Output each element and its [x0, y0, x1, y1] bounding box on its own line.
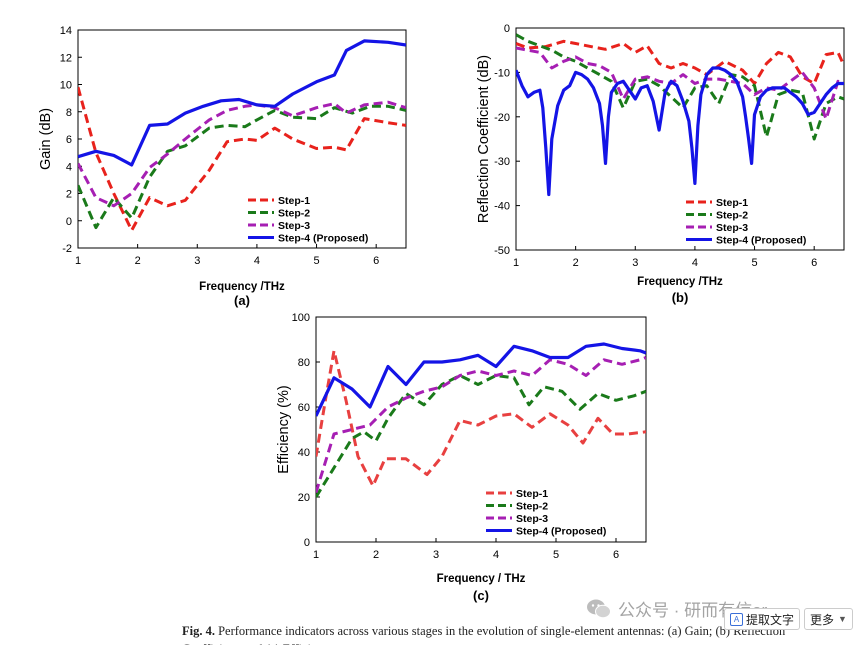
- y-tick-label: 12: [60, 52, 72, 64]
- panel-label: (a): [234, 293, 250, 308]
- legend-label-1: Step-1: [716, 197, 748, 209]
- series-line-3: [516, 46, 844, 121]
- x-tick-label: 3: [433, 549, 439, 561]
- x-tick-label: 5: [313, 255, 319, 267]
- y-axis-label: Reflection Coefficient (dB): [476, 55, 492, 223]
- x-axis-label: Frequency /THz: [199, 281, 285, 293]
- legend-label-3: Step-3: [516, 513, 548, 525]
- series-line-1: [316, 349, 646, 488]
- y-tick-label: -20: [494, 112, 510, 124]
- y-tick-label: 80: [298, 357, 310, 369]
- caption-text: Performance indicators across various st…: [182, 624, 786, 645]
- more-button[interactable]: 更多 ▼: [804, 608, 853, 630]
- caption-label: Fig. 4.: [182, 624, 215, 638]
- x-tick-label: 6: [613, 549, 619, 561]
- y-tick-label: -2: [62, 243, 72, 255]
- series-line-1: [516, 39, 844, 85]
- y-tick-label: 100: [292, 312, 310, 324]
- chevron-down-icon: ▼: [838, 614, 847, 624]
- y-tick-label: -40: [494, 201, 510, 213]
- x-tick-label: 6: [811, 257, 817, 269]
- x-tick-label: 1: [313, 549, 319, 561]
- legend-label-2: Step-2: [278, 208, 310, 220]
- x-tick-label: 3: [194, 255, 200, 267]
- legend-label-4: Step-4 (Proposed): [716, 235, 806, 247]
- x-tick-label: 2: [573, 257, 579, 269]
- y-tick-label: 40: [298, 447, 310, 459]
- series-line-2: [516, 33, 844, 141]
- y-tick-label: -10: [494, 67, 510, 79]
- plot-frame: [515, 27, 845, 251]
- chart-c: 0 20 40 60 80 100 1 2 3 4 5 6 Step-1Step-2Step-3Step…: [276, 312, 647, 603]
- series-line-4: [516, 66, 844, 197]
- x-tick-label: 1: [75, 255, 81, 267]
- series-line-2: [316, 374, 646, 498]
- y-tick-label: 60: [298, 402, 310, 414]
- image-toolbar: A 提取文字 更多 ▼: [724, 608, 853, 630]
- x-tick-label: 5: [751, 257, 757, 269]
- legend-label-4: Step-4 (Proposed): [516, 526, 606, 538]
- series-line-4: [316, 342, 646, 417]
- y-tick-label: 4: [66, 161, 72, 173]
- x-tick-label: 4: [254, 255, 260, 267]
- figure-caption: Fig. 4. Performance indicators across va…: [182, 622, 822, 645]
- panel-label: (c): [473, 588, 489, 603]
- y-tick-label: 8: [66, 107, 72, 119]
- x-tick-label: 2: [135, 255, 141, 267]
- series-line-4: [78, 39, 406, 167]
- legend-label-1: Step-1: [516, 488, 548, 500]
- y-tick-label: 20: [298, 492, 310, 504]
- legend-label-3: Step-3: [278, 220, 310, 232]
- x-axis-label: Frequency / THz: [437, 573, 526, 585]
- panel-label: (b): [672, 290, 689, 305]
- y-tick-label: -30: [494, 156, 510, 168]
- x-tick-label: 4: [493, 549, 499, 561]
- series-line-3: [78, 100, 406, 208]
- series-line-3: [316, 356, 646, 493]
- series-line-2: [78, 104, 406, 230]
- wechat-logo-icon: [587, 599, 611, 618]
- legend-label-1: Step-1: [278, 195, 310, 207]
- x-axis-label: Frequency /THz: [637, 276, 723, 288]
- x-tick-label: 3: [632, 257, 638, 269]
- legend-label-4: Step-4 (Proposed): [278, 233, 368, 245]
- y-tick-label: 0: [504, 23, 510, 35]
- text-extract-icon: A: [730, 612, 743, 626]
- extract-text-button[interactable]: A 提取文字: [724, 608, 801, 630]
- x-tick-label: 1: [513, 257, 519, 269]
- y-tick-label: -50: [494, 245, 510, 257]
- legend-label-3: Step-3: [716, 222, 748, 234]
- y-tick-label: 14: [60, 25, 72, 37]
- legend-label-2: Step-2: [716, 210, 748, 222]
- y-axis-label: Efficiency (%): [276, 385, 292, 473]
- extract-text-label: 提取文字: [746, 612, 795, 627]
- y-tick-label: 10: [60, 80, 72, 92]
- y-tick-label: 0: [66, 216, 72, 228]
- x-tick-label: 6: [373, 255, 379, 267]
- y-tick-label: 0: [304, 537, 310, 549]
- x-tick-label: 5: [553, 549, 559, 561]
- y-axis-label: Gain (dB): [38, 108, 54, 170]
- x-tick-label: 2: [373, 549, 379, 561]
- chart-b: -50 -40 -30 -20 -10 0 1 2 3 4 5 6 Step-1Step-2Step-3…: [476, 23, 845, 305]
- plot-frame: [315, 316, 647, 543]
- legend-label-2: Step-2: [516, 501, 548, 513]
- y-tick-label: 6: [66, 134, 72, 146]
- x-tick-label: 4: [692, 257, 698, 269]
- more-label: 更多: [810, 612, 835, 627]
- y-tick-label: 2: [66, 189, 72, 201]
- series-line-1: [78, 86, 406, 232]
